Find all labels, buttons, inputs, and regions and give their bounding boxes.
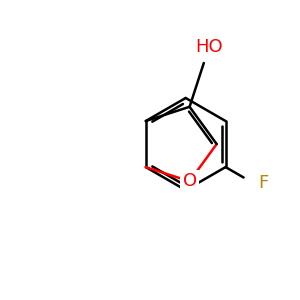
- Text: O: O: [182, 172, 197, 190]
- Text: F: F: [258, 174, 268, 192]
- Text: HO: HO: [195, 38, 223, 56]
